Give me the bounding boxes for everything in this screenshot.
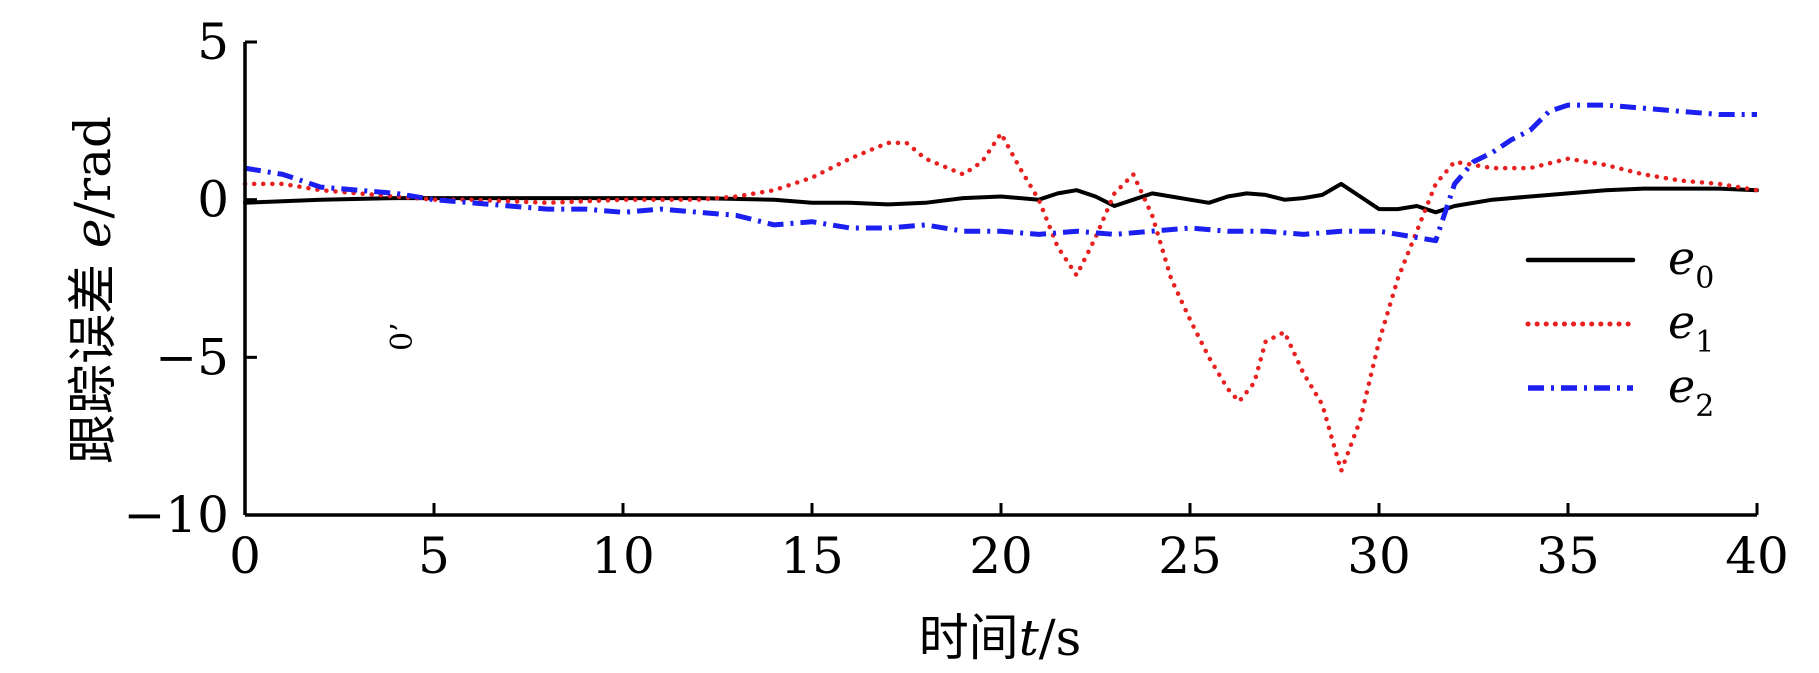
- x-tick-label: 30: [1347, 527, 1411, 585]
- y-tick-label: 5: [197, 13, 229, 71]
- x-axis-title: 时间t/s: [919, 609, 1082, 667]
- x-ticks: 0 5 10 15 20 25 30 35 40: [229, 503, 1789, 585]
- stray-mark: 0’: [385, 322, 420, 351]
- series-line-e1: [242, 131, 1760, 474]
- y-tick-label: −10: [123, 486, 229, 544]
- y-ticks: 5 0 −5 −10: [123, 13, 257, 544]
- plot-area: [242, 102, 1760, 474]
- legend-label-e1: e1: [1668, 295, 1714, 360]
- x-tick-label: 10: [591, 527, 655, 585]
- x-tick-label: 25: [1158, 527, 1222, 585]
- y-tick-label: −5: [155, 328, 229, 386]
- series-line-e0: [243, 181, 1759, 215]
- series-line-e2: [244, 102, 1757, 244]
- x-tick-label: 5: [418, 527, 450, 585]
- y-axis-title: 跟踪误差 e/rad: [64, 116, 122, 464]
- x-tick-label: 20: [969, 527, 1033, 585]
- legend-label-e2: e2: [1668, 359, 1714, 424]
- x-tick-label: 35: [1536, 527, 1600, 585]
- x-tick-label: 15: [780, 527, 844, 585]
- x-tick-label: 0: [229, 527, 261, 585]
- x-tick-label: 40: [1725, 527, 1789, 585]
- legend-label-e0: e0: [1668, 231, 1714, 296]
- y-tick-label: 0: [197, 171, 229, 229]
